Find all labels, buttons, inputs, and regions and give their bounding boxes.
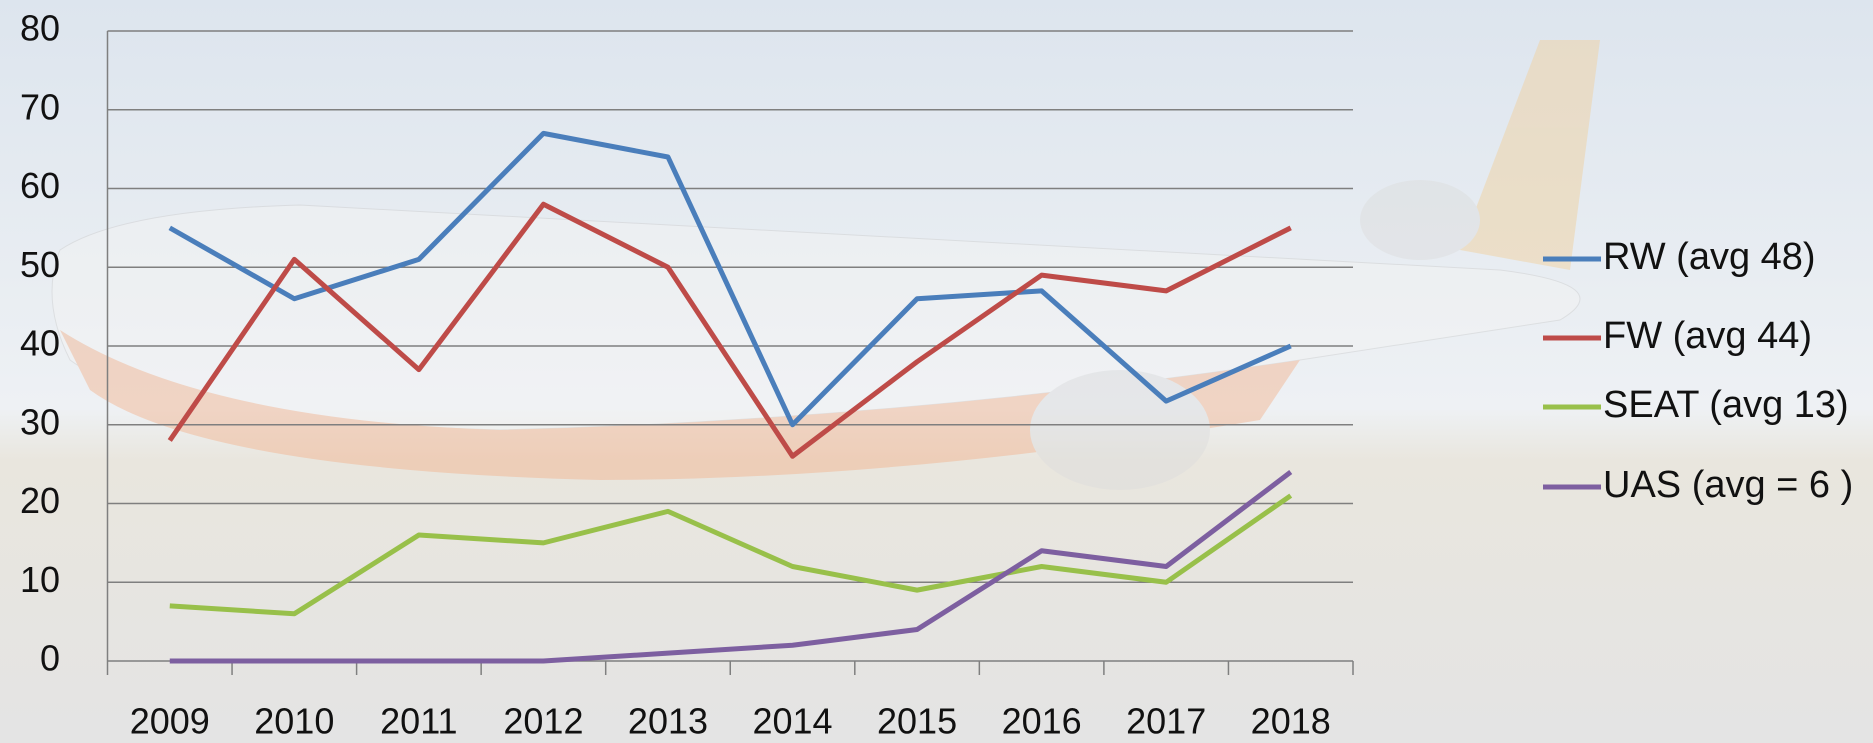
y-tick-label: 70 — [20, 86, 60, 127]
x-tick-label: 2016 — [1002, 701, 1082, 742]
y-tick-label: 50 — [20, 244, 60, 285]
y-tick-label: 20 — [20, 480, 60, 521]
x-tick-label: 2010 — [254, 701, 334, 742]
y-tick-label: 10 — [20, 559, 60, 600]
x-tick-label: 2015 — [877, 701, 957, 742]
x-tick-label: 2017 — [1126, 701, 1206, 742]
series-line — [169, 493, 1293, 617]
x-tick-label: 2014 — [752, 701, 832, 742]
legend-label: FW (avg 44) — [1603, 315, 1812, 357]
x-tick-label: 2012 — [503, 701, 583, 742]
background-plane — [51, 40, 1600, 490]
x-tick-label: 2009 — [130, 701, 210, 742]
legend-label: RW (avg 48) — [1603, 236, 1816, 278]
legend-label: UAS (avg = 6 ) — [1603, 464, 1853, 506]
x-tick-label: 2011 — [380, 701, 457, 742]
y-tick-label: 80 — [20, 8, 60, 49]
series-line — [168, 130, 1292, 428]
y-tick-label: 30 — [20, 401, 60, 442]
series-line — [169, 470, 1293, 664]
y-tick-label: 60 — [20, 165, 60, 206]
legend-label: SEAT (avg 13) — [1603, 384, 1849, 426]
series-line — [167, 201, 1292, 459]
x-tick-label: 2013 — [628, 701, 708, 742]
y-tick-label: 0 — [40, 638, 60, 679]
x-tick-label: 2018 — [1251, 701, 1331, 742]
y-tick-label: 40 — [20, 323, 60, 364]
